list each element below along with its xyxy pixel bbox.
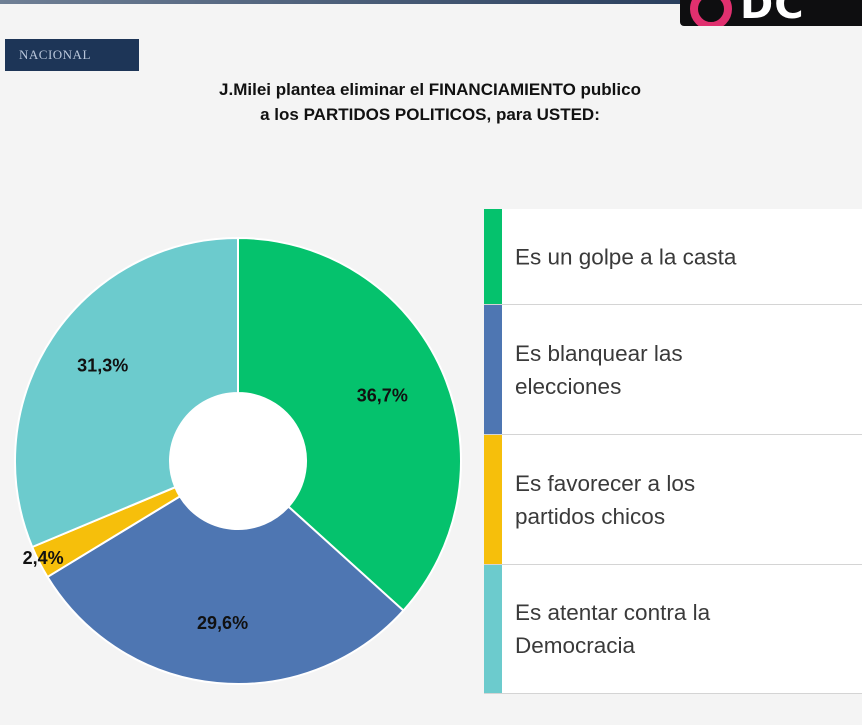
legend-label: Es blanquear las elecciones: [515, 337, 845, 403]
donut-value-label: 2,4%: [23, 548, 64, 568]
logo-ring-icon: [690, 0, 732, 26]
donut-value-label: 31,3%: [77, 356, 128, 376]
chart-legend: Es un golpe a la casta Es blanquear las …: [484, 209, 862, 694]
legend-item-atentar-democracia: Es atentar contra la Democracia: [484, 565, 862, 694]
logo-text: DC: [740, 0, 805, 26]
legend-item-blanquear-elecciones: Es blanquear las elecciones: [484, 305, 862, 435]
chart-title: J.Milei plantea eliminar el FINANCIAMIEN…: [150, 77, 710, 127]
brand-logo: DC: [680, 0, 862, 26]
donut-hole: [170, 393, 306, 529]
legend-item-favorecer-partidos: Es favorecer a los partidos chicos: [484, 435, 862, 565]
chart-title-line-1: J.Milei plantea eliminar el FINANCIAMIEN…: [219, 80, 641, 99]
chart-title-line-2: a los PARTIDOS POLITICOS, para USTED:: [260, 105, 600, 124]
legend-label-line: Es blanquear las: [515, 340, 683, 366]
legend-label-line: Es un golpe a la casta: [515, 244, 737, 269]
legend-item-golpe-casta: Es un golpe a la casta: [484, 209, 862, 305]
legend-label: Es favorecer a los partidos chicos: [515, 467, 845, 533]
legend-label-line: Es atentar contra la: [515, 600, 711, 625]
donut-slices: [14, 236, 462, 685]
legend-label: Es un golpe a la casta: [515, 240, 845, 273]
top-rule: [0, 0, 680, 4]
section-tag: NACIONAL: [5, 39, 139, 71]
donut-chart: 36,7% 29,6% 2,4% 31,3%: [14, 236, 462, 685]
donut-value-label: 36,7%: [357, 386, 408, 406]
donut-value-labels: 36,7% 29,6% 2,4% 31,3%: [23, 356, 408, 633]
legend-label-line: elecciones: [515, 373, 622, 399]
legend-label-line: partidos chicos: [515, 503, 666, 529]
legend-label: Es atentar contra la Democracia: [515, 596, 845, 662]
donut-value-label: 29,6%: [197, 613, 248, 633]
legend-swatch-green: [484, 209, 502, 304]
legend-label-line: Es favorecer a los: [515, 470, 696, 496]
legend-label-line: Democracia: [515, 633, 636, 658]
legend-swatch-yellow: [484, 435, 502, 564]
legend-swatch-blue: [484, 305, 502, 434]
legend-swatch-teal: [484, 565, 502, 693]
